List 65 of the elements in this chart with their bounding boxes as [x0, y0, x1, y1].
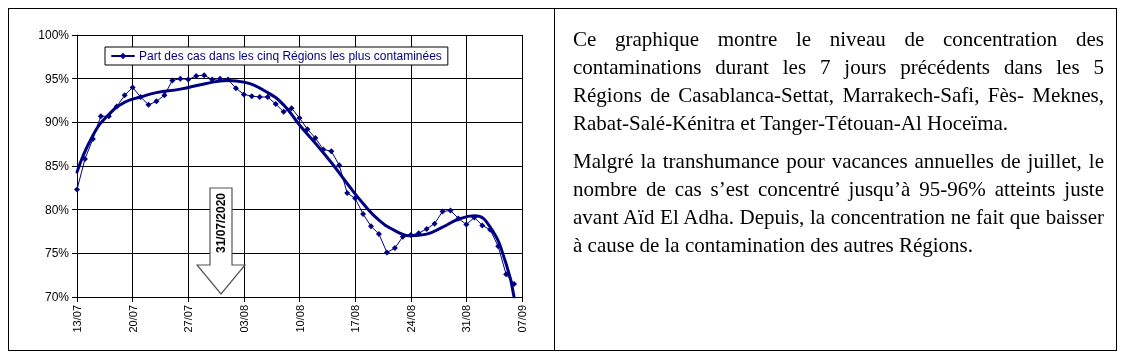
x-tick-label: 17/08 — [349, 305, 362, 333]
x-tick-label: 13/07 — [71, 305, 83, 333]
point — [320, 146, 327, 153]
point — [185, 76, 192, 83]
x-tick-label: 24/08 — [404, 305, 417, 333]
point — [264, 94, 271, 101]
x-tick-label: 03/08 — [237, 305, 250, 333]
text: Malgré la transhumance pour vacances annuelles de juillet, le nombre de cas s’est concentré jusqu’à 95-96% atteints juste avant Aïd El Adha. Depuis, la concentration ne fait que baisser à cause de la contamination des autres Régions. — [573, 148, 1104, 259]
point — [113, 103, 120, 110]
point — [336, 162, 343, 169]
point — [193, 73, 200, 80]
y-tick-label: 90% — [44, 115, 70, 130]
point — [169, 77, 176, 84]
point — [97, 113, 104, 120]
point — [153, 98, 160, 105]
x-tick-label: 31/08 — [460, 305, 473, 333]
point — [232, 85, 239, 92]
point — [368, 223, 375, 230]
y-tick-label: 85% — [44, 159, 70, 173]
legend-label: Part des cas dans les cinq Régions les plus contaminées — [139, 49, 442, 63]
point — [121, 92, 128, 99]
x-tick-label: 07/09 — [516, 305, 528, 333]
point — [360, 211, 367, 218]
point — [312, 135, 319, 142]
text: Ce graphique montre le niveau de concentration des contaminations durant les 7 jours précédents dans les 5 Régions de Casablanca-Settat, Marrakech-Safi, Fès- Meknes, Rabat-Salé-Kénitra et Tanger-Tétouan-Al Hoceïma. — [573, 26, 1104, 137]
annotation: 31/07/2020 — [214, 191, 228, 256]
x-tick-label: 10/08 — [293, 305, 306, 333]
point — [447, 207, 454, 214]
point — [137, 94, 144, 101]
point — [375, 231, 382, 238]
y-tick-label: 75% — [44, 246, 70, 261]
point — [272, 100, 279, 107]
point — [161, 92, 168, 99]
y-tick-label: 95% — [44, 71, 70, 86]
point — [439, 208, 446, 215]
point — [431, 220, 438, 227]
point — [177, 75, 184, 82]
point — [383, 249, 390, 256]
point — [463, 221, 470, 228]
point — [304, 126, 311, 133]
point — [201, 72, 208, 79]
point — [256, 94, 263, 101]
x-tick-label: 20/07 — [126, 305, 139, 333]
point — [471, 214, 478, 221]
point — [129, 84, 136, 91]
y-tick-label: 100% — [38, 28, 70, 42]
point — [224, 76, 231, 83]
point — [391, 245, 398, 252]
point — [328, 148, 335, 155]
point — [248, 93, 255, 100]
point — [288, 105, 295, 112]
point — [479, 222, 486, 229]
point — [511, 280, 518, 287]
point — [407, 231, 414, 238]
x-tick-label: 27/07 — [182, 305, 195, 333]
point — [423, 225, 430, 232]
point — [344, 190, 351, 197]
point — [74, 186, 80, 193]
y-tick-label: 70% — [44, 290, 70, 304]
point — [145, 101, 152, 108]
y-tick-label: 80% — [44, 202, 70, 217]
point — [296, 114, 303, 121]
point — [240, 91, 247, 98]
point — [280, 108, 287, 115]
point — [352, 195, 359, 202]
